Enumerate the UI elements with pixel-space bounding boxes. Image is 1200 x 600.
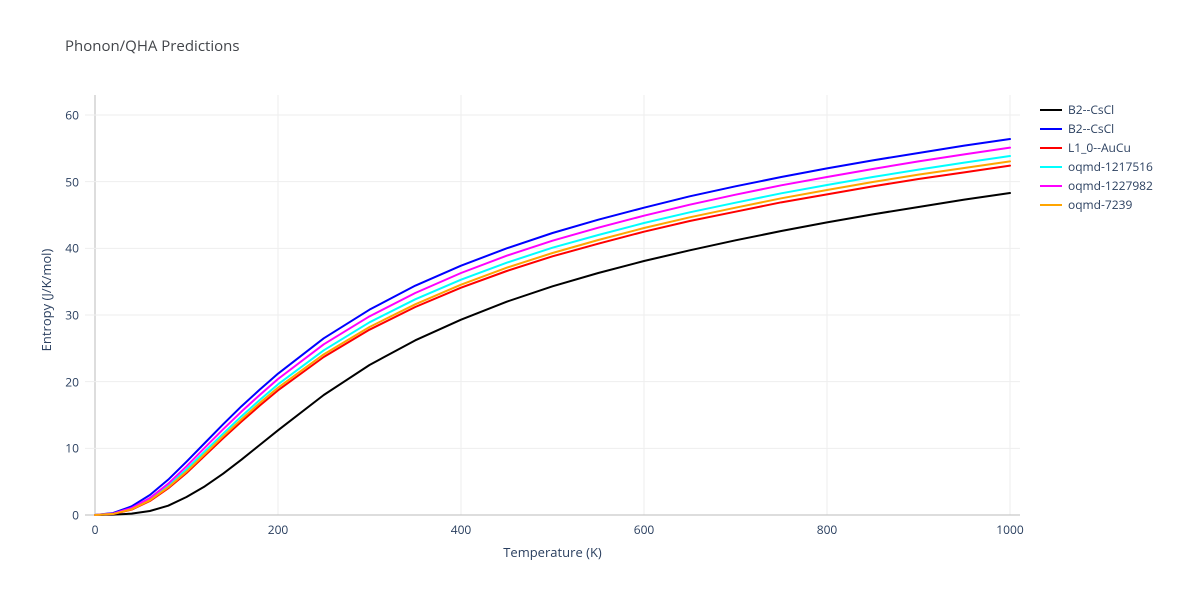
series-line-3[interactable] <box>95 156 1010 515</box>
y-tick-label: 30 <box>55 307 79 324</box>
x-tick-label: 600 <box>634 521 655 538</box>
x-tick-label: 1000 <box>996 521 1023 538</box>
y-tick-label: 10 <box>55 440 79 457</box>
series-line-4[interactable] <box>95 148 1010 515</box>
x-tick-label: 400 <box>451 521 472 538</box>
legend-item[interactable]: oqmd-7239 <box>1040 195 1153 214</box>
y-axis-label: Entropy (J/K/mol) <box>37 235 55 365</box>
legend-item[interactable]: L1_0--AuCu <box>1040 138 1153 157</box>
chart-container: Phonon/QHA Predictions 02004006008001000… <box>0 0 1200 600</box>
y-tick-label: 60 <box>55 107 79 124</box>
legend-swatch <box>1040 147 1062 149</box>
legend-swatch <box>1040 166 1062 168</box>
y-tick-label: 20 <box>55 373 79 390</box>
y-tick-label: 0 <box>55 507 79 524</box>
legend-swatch <box>1040 128 1062 130</box>
x-tick-label: 800 <box>817 521 838 538</box>
y-tick-label: 50 <box>55 173 79 190</box>
x-tick-label: 0 <box>92 521 99 538</box>
legend-swatch <box>1040 204 1062 206</box>
y-tick-label: 40 <box>55 240 79 257</box>
legend-label: B2--CsCl <box>1068 120 1114 137</box>
legend-swatch <box>1040 109 1062 111</box>
series-line-2[interactable] <box>95 166 1010 515</box>
x-tick-label: 200 <box>268 521 289 538</box>
plot-area[interactable] <box>85 95 1020 515</box>
legend-swatch <box>1040 185 1062 187</box>
legend-label: oqmd-1227982 <box>1068 177 1153 194</box>
legend-label: B2--CsCl <box>1068 101 1114 118</box>
legend-item[interactable]: oqmd-1217516 <box>1040 157 1153 176</box>
legend-label: L1_0--AuCu <box>1068 139 1131 156</box>
legend-item[interactable]: B2--CsCl <box>1040 119 1153 138</box>
chart-title: Phonon/QHA Predictions <box>65 36 240 56</box>
legend-item[interactable]: B2--CsCl <box>1040 100 1153 119</box>
legend[interactable]: B2--CsCl B2--CsCl L1_0--AuCu oqmd-1217516 oq… <box>1040 100 1153 214</box>
legend-item[interactable]: oqmd-1227982 <box>1040 176 1153 195</box>
legend-label: oqmd-7239 <box>1068 196 1132 213</box>
x-axis-label: Temperature (K) <box>493 543 613 561</box>
legend-label: oqmd-1217516 <box>1068 158 1153 175</box>
plot-svg <box>85 95 1020 515</box>
series-line-1[interactable] <box>95 139 1010 515</box>
